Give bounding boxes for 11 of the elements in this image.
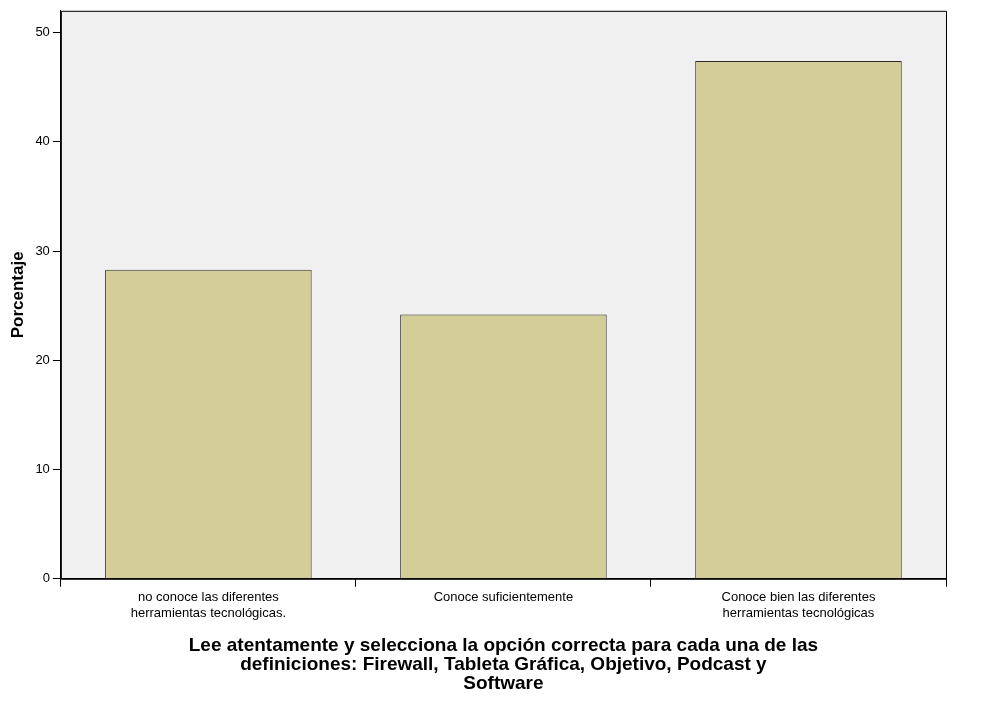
y-tick-label: 20 (35, 351, 50, 367)
x-tick-label: Conoce suficientemente (433, 589, 574, 605)
x-tick-label: no conoce las diferentes herramientas tecnológicas. (130, 589, 287, 620)
x-axis-title: Lee atentamente y selecciona la opción correcta para cada una de las definiciones: Firewall, Tableta Gráfica, Objetivo, Podcast y Software (188, 633, 819, 693)
y-tick-label: 40 (35, 133, 50, 149)
y-tick-label: 50 (35, 24, 50, 40)
y-tick-label: 10 (35, 461, 50, 477)
y-tick-label: 30 (35, 242, 50, 258)
x-tick-label: Conoce bien las diferentes herramientas tecnológicas (721, 589, 876, 620)
y-axis-title: Porcentaje (7, 251, 27, 339)
y-tick-label: 0 (42, 570, 50, 586)
